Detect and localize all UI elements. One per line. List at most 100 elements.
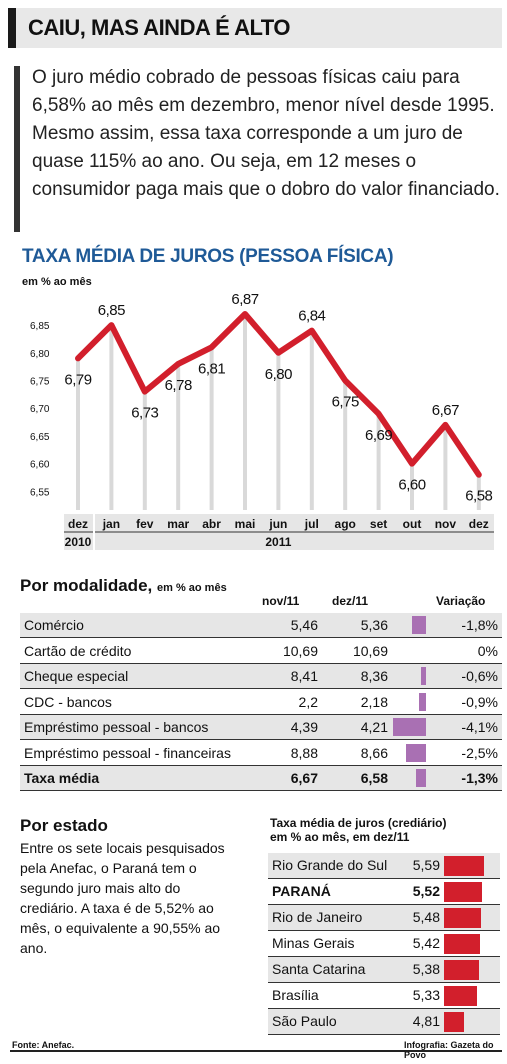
x-tick-label: fev (136, 517, 154, 531)
col-header-variacao: Variação (436, 594, 486, 608)
footer-credit: Infografia: Gazeta do Povo (404, 1040, 494, 1060)
y-tick-label: 6,80 (30, 349, 50, 360)
x-tick-label: out (403, 517, 422, 531)
state-bar (444, 908, 481, 928)
line-chart: 6,85 6,80 6,75 6,70 6,65 6,60 6,55 6,79 6,85 6,73… (30, 291, 494, 550)
col-header-dez: dez/11 (332, 594, 369, 608)
row-label: Empréstimo pessoal - financeiras (24, 744, 231, 761)
value-variacao: -1,8% (461, 617, 498, 633)
variation-bar (421, 667, 426, 685)
estado-title: Por estado (20, 816, 108, 835)
state-bar (444, 960, 479, 980)
value-nov: 4,39 (290, 719, 318, 735)
table-row: CDC - bancos 2,2 2,18 -0,9% (20, 690, 502, 715)
data-label: 6,67 (432, 402, 459, 419)
y-tick-label: 6,75 (30, 377, 50, 388)
state-name: Santa Catarina (272, 961, 366, 977)
state-value: 4,81 (412, 1013, 440, 1029)
crediario-table-title: Taxa média de juros (crediário) em % ao m… (270, 816, 447, 844)
value-dez: 8,66 (360, 744, 388, 761)
header-accent-bar (8, 8, 16, 48)
value-variacao: -0,9% (461, 693, 498, 710)
x-tick-label: dez (68, 517, 88, 531)
x-tick-label: ago (335, 517, 356, 531)
row-label: Comércio (24, 617, 84, 633)
x-tick-label: dez (469, 517, 489, 531)
state-value: 5,59 (412, 857, 440, 873)
state-value: 5,42 (412, 935, 440, 951)
data-label: 6,85 (98, 302, 125, 319)
state-bar (444, 986, 477, 1006)
state-name: Rio Grande do Sul (272, 857, 388, 873)
table-row: Rio Grande do Sul 5,59 (268, 853, 500, 879)
value-nov: 5,46 (290, 617, 318, 633)
variation-bar (406, 743, 426, 762)
footer-divider (10, 1050, 502, 1052)
x-tick-label: mai (235, 517, 256, 531)
value-nov: 8,41 (290, 668, 318, 684)
y-tick-label: 6,65 (30, 432, 50, 443)
data-label: 6,75 (332, 394, 359, 411)
data-label: 6,81 (198, 360, 225, 377)
value-dez: 4,21 (360, 719, 388, 735)
table-row: Minas Gerais 5,42 (268, 931, 500, 957)
y-tick-label: 6,85 (30, 321, 50, 332)
data-label: 6,78 (165, 377, 192, 394)
variation-bar (418, 692, 426, 711)
data-label: 6,80 (265, 366, 292, 383)
row-label: Empréstimo pessoal - bancos (24, 719, 209, 735)
table-row: Empréstimo pessoal - financeiras 8,88 8,66… (20, 741, 502, 766)
variation-bar (393, 718, 426, 736)
state-value: 5,52 (412, 883, 440, 899)
row-label: Cartão de crédito (24, 642, 132, 659)
intro-text: O juro médio cobrado de pessoas físicas … (32, 67, 500, 200)
value-variacao: 0% (477, 642, 498, 659)
value-variacao: -0,6% (461, 668, 498, 684)
y-tick-label: 6,55 (30, 487, 50, 498)
table-row: PARANÁ 5,52 (268, 879, 500, 905)
chart-title: TAXA MÉDIA DE JUROS (PESSOA FÍSICA) (22, 246, 394, 267)
value-variacao: -2,5% (461, 744, 498, 761)
x-tick-label: mar (167, 517, 189, 531)
state-name: São Paulo (272, 1013, 337, 1029)
header: CAIU, MAS AINDA É ALTO (8, 8, 502, 48)
y-tick-label: 6,70 (30, 404, 50, 415)
variation-bar (411, 616, 426, 634)
value-nov: 8,88 (290, 744, 318, 761)
value-dez: 6,58 (360, 770, 388, 786)
row-label: CDC - bancos (24, 693, 112, 710)
footer-source: Fonte: Anefac. (12, 1040, 75, 1050)
modalidade-title: Por modalidade, em % ao mês (20, 576, 227, 595)
intro-accent-bar (14, 66, 20, 232)
value-variacao: -4,1% (461, 719, 498, 735)
table-row: Cheque especial 8,41 8,36 -0,6% (20, 664, 502, 689)
value-nov: 2,2 (298, 693, 318, 710)
estado-text: Entre os sete locais pesquisados pela An… (20, 840, 225, 956)
x-tick-label: jan (102, 517, 120, 531)
x-tick-label: jun (268, 517, 287, 531)
table-row: São Paulo 4,81 (268, 1009, 500, 1035)
row-label: Taxa média (24, 770, 100, 786)
value-dez: 8,36 (360, 668, 388, 684)
table-row: Cartão de crédito 10,69 10,69 0% (20, 639, 502, 664)
state-name: Brasília (272, 987, 319, 1003)
x-tick-label: jul (304, 517, 319, 531)
state-name: PARANÁ (272, 883, 331, 899)
chart-unit: em % ao mês (22, 276, 92, 288)
value-dez: 10,69 (352, 642, 388, 659)
data-label: 6,84 (298, 308, 325, 325)
row-label: Cheque especial (24, 668, 129, 684)
value-dez: 5,36 (360, 617, 388, 633)
table-row: Santa Catarina 5,38 (268, 957, 500, 983)
data-label: 6,79 (64, 371, 91, 388)
table-row: Empréstimo pessoal - bancos 4,39 4,21 -4,1% (20, 715, 502, 740)
table-row: Taxa média 6,67 6,58 -1,3% (20, 766, 502, 791)
value-variacao: -1,3% (461, 770, 498, 786)
page-title: CAIU, MAS AINDA É ALTO (28, 15, 290, 40)
state-value: 5,38 (412, 961, 440, 977)
data-label: 6,73 (131, 405, 158, 422)
y-tick-label: 6,60 (30, 460, 50, 471)
x-tick-label: abr (202, 517, 221, 531)
year-label: 2011 (265, 535, 291, 549)
state-value: 5,33 (412, 987, 440, 1003)
